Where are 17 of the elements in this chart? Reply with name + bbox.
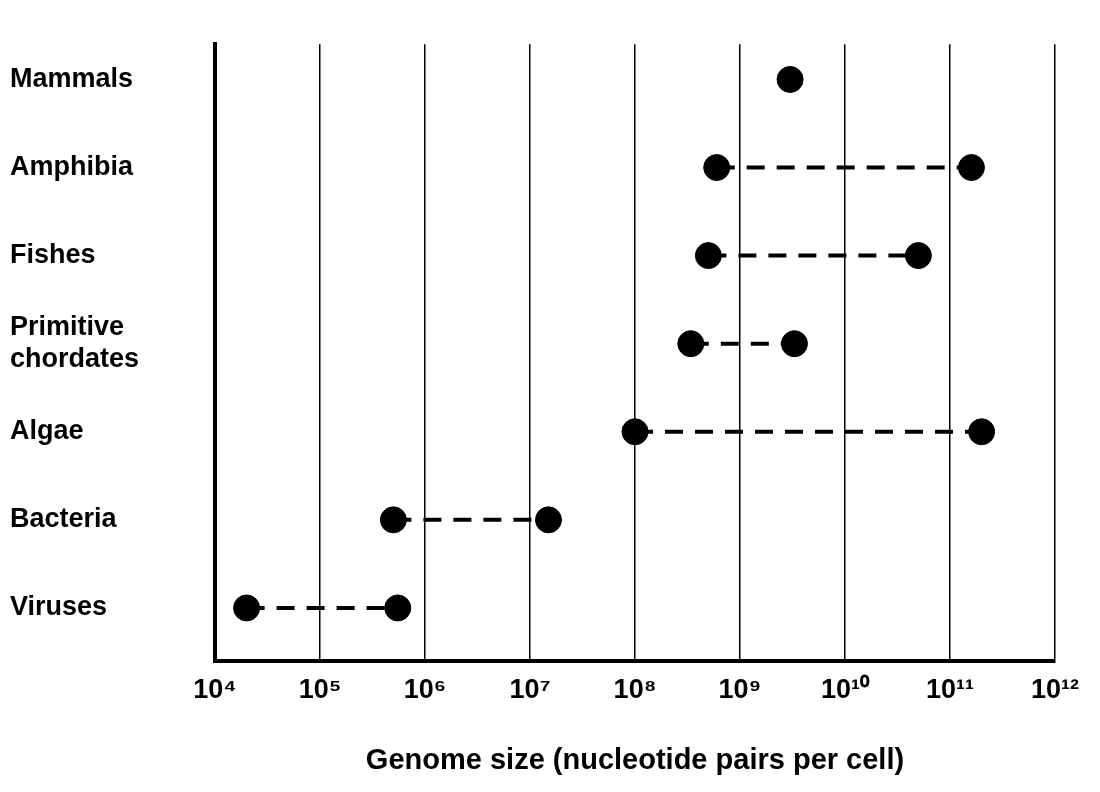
- y-tick-label: Mammals: [10, 62, 134, 93]
- y-tick-label: Algae: [10, 415, 84, 446]
- x-tick-label: 10¹⁰: [820, 674, 871, 705]
- y-tick-label: Amphibia: [10, 150, 134, 181]
- x-tick-label: 10⁶: [403, 674, 447, 705]
- y-tick-label: Fishes: [10, 239, 96, 270]
- y-tick-label: Primitive chordates: [10, 310, 140, 374]
- x-tick-label: 10⁹: [718, 674, 762, 705]
- x-tick-label: 10¹²: [1030, 674, 1080, 705]
- y-tick-label: Viruses: [10, 591, 108, 622]
- x-tick-label: 10⁸: [613, 674, 657, 705]
- x-tick-label: 10⁵: [298, 674, 342, 705]
- x-tick-label: 10¹¹: [925, 674, 975, 705]
- y-tick-label: Bacteria: [10, 503, 118, 534]
- x-tick-label: 10⁷: [509, 674, 551, 705]
- x-axis-title: Genome size (nucleotide pairs per cell): [365, 742, 905, 775]
- x-tick-label: 10⁴: [193, 674, 237, 705]
